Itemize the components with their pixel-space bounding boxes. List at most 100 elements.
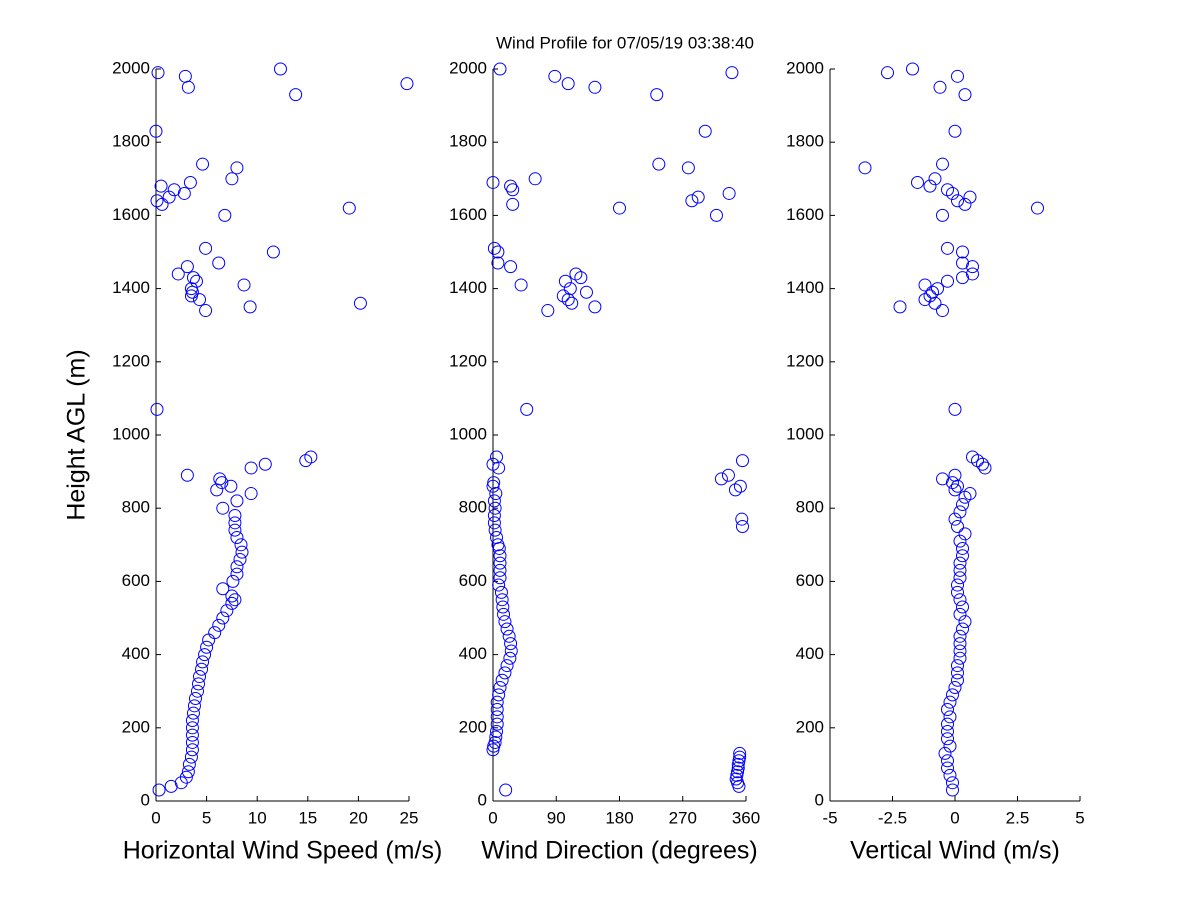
x-tick-label: 5 [202, 808, 211, 827]
data-point [182, 757, 196, 771]
data-point [492, 578, 506, 592]
data-point [613, 201, 626, 215]
x-tick-label: 360 [732, 808, 760, 827]
data-point [936, 472, 949, 486]
data-point [951, 69, 964, 83]
data-point [498, 666, 512, 680]
data-point [558, 274, 572, 288]
data-point [488, 523, 502, 537]
data-point [956, 541, 969, 555]
data-point [941, 183, 954, 197]
data-point [948, 681, 962, 695]
data-point [179, 770, 193, 784]
data-point [244, 487, 258, 501]
data-point [958, 88, 972, 102]
data-point [650, 88, 664, 102]
data-point [953, 637, 967, 651]
data-point [881, 66, 894, 80]
data-point [956, 245, 969, 259]
data-point [487, 476, 501, 490]
data-point [709, 208, 723, 222]
data-point [685, 194, 699, 208]
data-point [237, 278, 251, 292]
data-point [186, 271, 200, 285]
data-point [963, 487, 977, 501]
data-point [569, 267, 583, 281]
data-point [154, 179, 168, 193]
data-point [502, 629, 516, 643]
y-tick-label: 400 [459, 644, 487, 663]
data-point [208, 626, 222, 640]
data-point [681, 161, 695, 175]
data-point [492, 688, 506, 702]
data-point [181, 765, 195, 779]
data-point [493, 62, 507, 76]
data-point [220, 604, 234, 618]
data-point [733, 479, 747, 493]
data-point [193, 670, 207, 684]
data-point [731, 761, 745, 775]
y-tick-label: 1000 [449, 424, 487, 443]
y-tick-label: 0 [478, 790, 487, 809]
y-tick-label: 1000 [786, 424, 824, 443]
data-point [212, 618, 226, 632]
data-point [721, 468, 735, 482]
data-point [198, 648, 212, 662]
data-point [953, 571, 967, 585]
data-point [941, 724, 954, 738]
data-point [216, 582, 230, 596]
data-point [199, 241, 213, 255]
data-point [183, 175, 197, 189]
data-point [181, 80, 195, 94]
data-point [953, 651, 967, 665]
y-tick-label: 200 [122, 717, 150, 736]
data-point [946, 783, 959, 797]
data-point [225, 596, 239, 610]
x-tick-label: 90 [547, 808, 566, 827]
data-point [948, 512, 962, 526]
data-point [911, 175, 924, 189]
data-point [215, 476, 229, 490]
x-axis-label: Wind Direction (degrees) [481, 837, 758, 865]
data-point [722, 186, 736, 200]
data-point [493, 571, 507, 585]
y-tick-label: 800 [122, 498, 150, 517]
data-point [491, 256, 505, 270]
y-tick-label: 800 [459, 498, 487, 517]
data-point [579, 285, 593, 299]
data-point [574, 271, 588, 285]
data-point [497, 607, 511, 621]
data-point [500, 622, 514, 636]
data-point [243, 300, 257, 314]
data-point [918, 278, 932, 292]
data-point [486, 175, 500, 189]
data-point [490, 695, 504, 709]
y-tick-label: 1600 [449, 205, 487, 224]
data-point [152, 783, 166, 797]
data-point [928, 172, 942, 186]
data-point [489, 730, 503, 744]
y-tick-label: 400 [796, 644, 824, 663]
data-point [202, 633, 216, 647]
data-point [948, 402, 962, 416]
x-tick-label: -2.5 [878, 808, 907, 827]
x-tick-label: 0 [950, 808, 959, 827]
data-point [978, 461, 992, 475]
data-point [561, 77, 575, 91]
data-point [499, 783, 513, 797]
x-axis-label: Horizontal Wind Speed (m/s) [123, 837, 443, 865]
data-point [504, 260, 518, 274]
data-point [956, 622, 969, 636]
data-point [188, 692, 202, 706]
data-point [224, 479, 238, 493]
x-tick-label: 0 [151, 808, 160, 827]
y-tick-label: 200 [459, 717, 487, 736]
data-point [906, 62, 919, 76]
data-point [941, 754, 954, 768]
data-point [196, 655, 210, 669]
data-point [733, 750, 747, 764]
data-point [931, 282, 944, 296]
data-point [216, 501, 230, 515]
data-point [192, 677, 206, 691]
